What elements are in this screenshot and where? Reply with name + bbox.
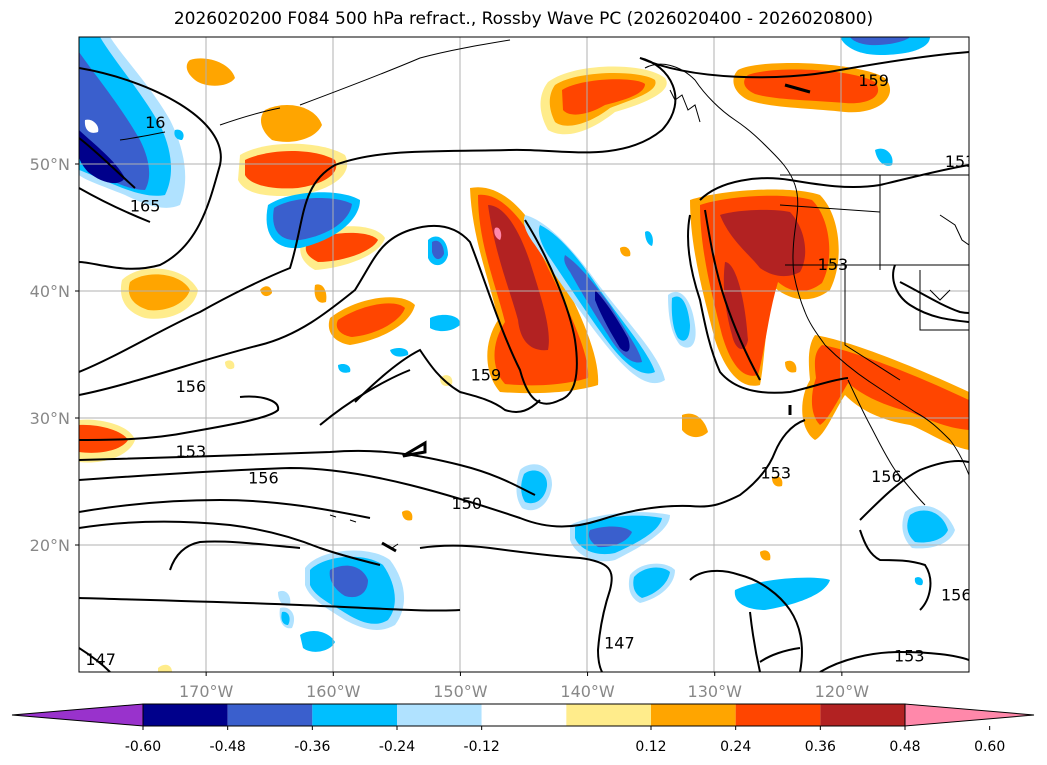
- contour-label: 153: [760, 463, 791, 482]
- contour-label: 159: [471, 366, 502, 385]
- contour-label: 150: [452, 494, 483, 513]
- contour-label: 156: [871, 467, 902, 486]
- lon-tick-label: 140°W: [560, 682, 615, 701]
- colorbar-swatch: [481, 704, 567, 726]
- colorbar-tick-label: -0.24: [379, 739, 415, 755]
- colorbar-swatch: [651, 704, 736, 726]
- colorbar-extend-low: [11, 703, 144, 727]
- colorbar-tick-label: -0.48: [210, 739, 246, 755]
- colorbar-swatch: [820, 704, 905, 726]
- colorbar-tick-label: -0.60: [125, 739, 161, 755]
- colorbar-tick-label: 0.48: [889, 739, 920, 755]
- lon-tick-label: 120°W: [815, 682, 870, 701]
- plot-title: 2026020200 F084 500 hPa refract., Rossby…: [173, 9, 874, 29]
- contour-label: 16: [145, 113, 165, 132]
- coastlines: [119, 39, 969, 549]
- contour-labels: 159 16 165 153 153 156 159 153 156 150 153 156 147 15…: [85, 71, 976, 669]
- colorbar-tick-label: 0.60: [974, 739, 1005, 755]
- colorbar-swatch: [312, 704, 397, 726]
- refractivity-contours: [79, 51, 969, 672]
- positive-shading: [79, 58, 969, 672]
- contour-label: 153: [894, 646, 925, 665]
- lon-tick-label: 130°W: [688, 682, 743, 701]
- colorbar-tick-label: -0.12: [464, 739, 500, 755]
- lon-tick-label: 170°W: [179, 682, 234, 701]
- lat-tick-label: 50°N: [30, 155, 70, 174]
- contour-label: 153: [176, 442, 207, 461]
- colorbar-swatch: [566, 704, 651, 726]
- colorbar-tick-label: 0.12: [635, 739, 666, 755]
- contour-label: 153: [818, 255, 849, 274]
- map-frame: [78, 36, 970, 673]
- colorbar-swatch: [397, 704, 482, 726]
- colorbar-swatch: [735, 704, 821, 726]
- colorbar-frame: [142, 703, 906, 727]
- colorbar-swatch: [143, 704, 228, 726]
- contour-label: 153: [945, 152, 976, 171]
- colorbar-swatch: [227, 704, 313, 726]
- contour-label: 156: [248, 468, 279, 487]
- lon-tick-label: 150°W: [433, 682, 488, 701]
- contour-label: 156: [941, 585, 972, 604]
- colorbar-tick-label: -0.36: [294, 739, 330, 755]
- contour-label: 147: [604, 634, 635, 653]
- lon-tick-label: 160°W: [306, 682, 361, 701]
- colorbar: -0.60 -0.48 -0.36 -0.24 -0.12 0.12 0.24 0.36 0.4…: [11, 703, 1035, 755]
- lat-tick-label: 40°N: [30, 282, 70, 301]
- lat-tick-label: 30°N: [30, 409, 70, 428]
- lat-tick-label: 20°N: [30, 536, 70, 555]
- map-area: 159 16 165 153 153 156 159 153 156 150 153 156 147 15…: [79, 37, 976, 672]
- colorbar-extend-high: [904, 703, 1035, 727]
- gridlines: [79, 37, 969, 672]
- contour-label: 159: [858, 71, 889, 90]
- axis-ticks: 170°W 160°W 150°W 140°W 130°W 120°W 20°N 30°N 40…: [30, 155, 870, 701]
- colorbar-tick-label: 0.36: [805, 739, 836, 755]
- contour-label: 147: [85, 650, 116, 669]
- contour-label: 156: [176, 377, 207, 396]
- colorbar-tick-label: 0.24: [720, 739, 751, 755]
- islands: [381, 83, 811, 553]
- contour-label: 165: [130, 197, 161, 216]
- negative-shading: [79, 37, 955, 652]
